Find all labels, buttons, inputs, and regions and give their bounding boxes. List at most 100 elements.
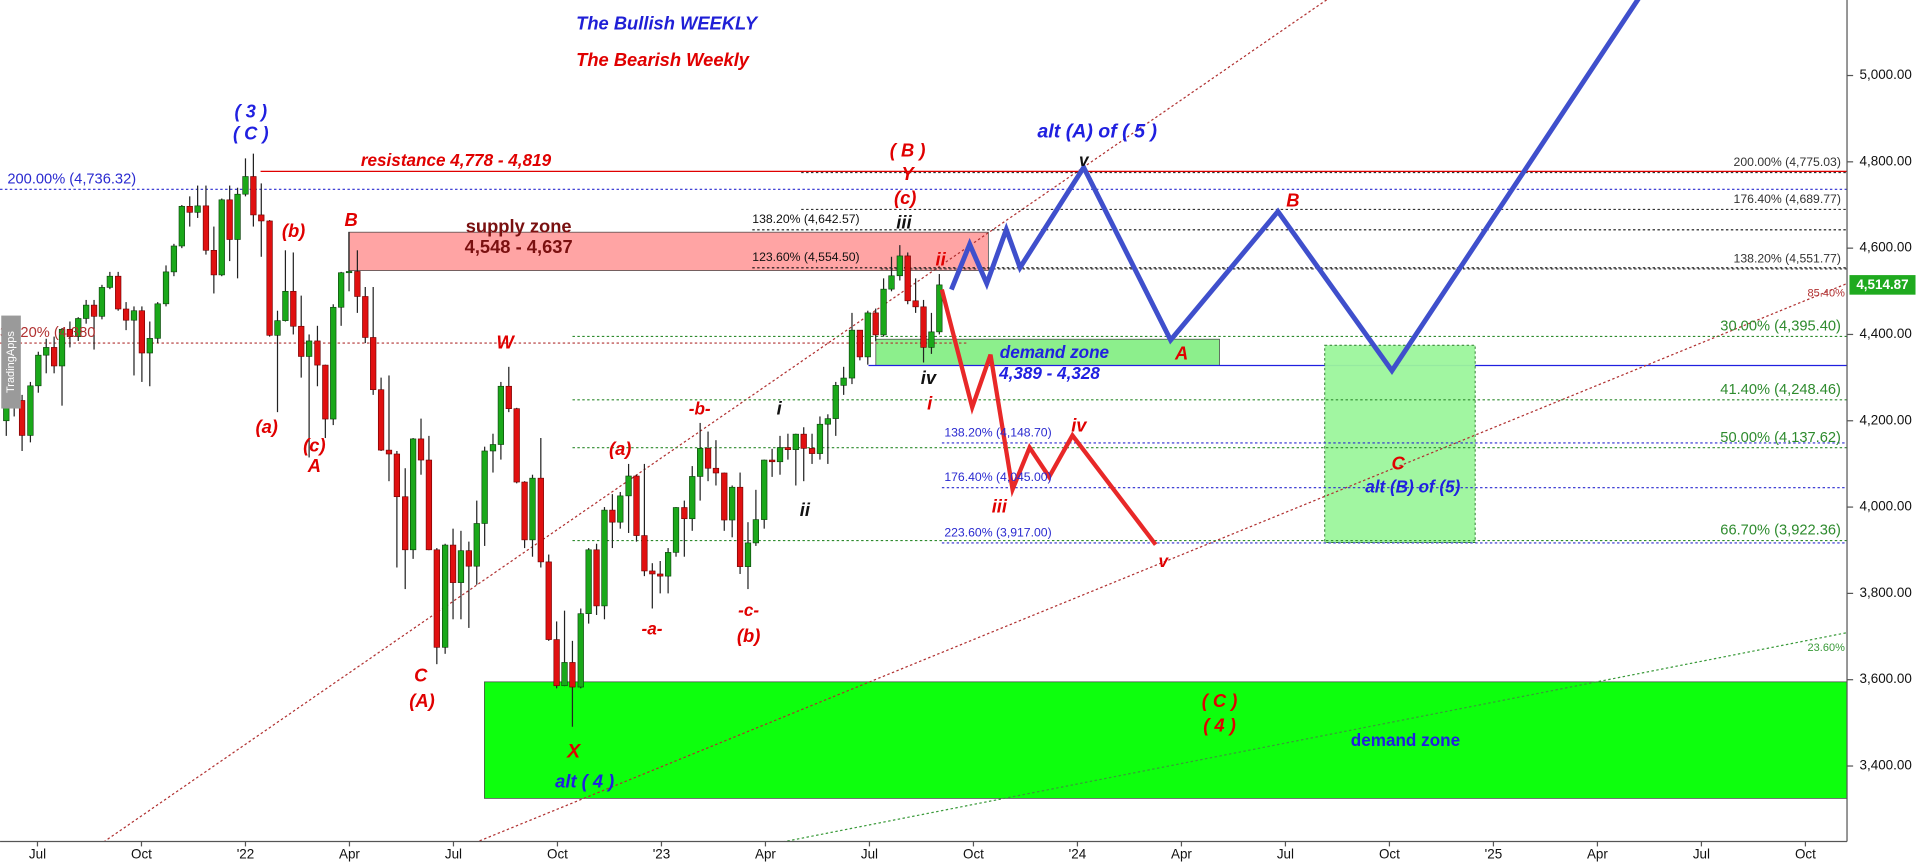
last-price-label: 4,514.87	[1856, 277, 1908, 292]
candle-body	[585, 549, 592, 614]
candle-body	[689, 476, 696, 520]
candle-body	[106, 275, 113, 288]
plot-area	[0, 0, 1848, 842]
candle-body	[290, 290, 297, 327]
candle-body	[553, 639, 560, 687]
level-label: 123.60% (4,554.50)	[752, 250, 859, 264]
candle-body	[569, 662, 576, 688]
level-label: 200.00% (4,775.03)	[1734, 155, 1841, 169]
x-tick-label: Jul	[861, 847, 878, 862]
candle-body	[18, 400, 26, 436]
level-label: 176.40% (4,689.77)	[1734, 192, 1841, 206]
candle-body	[298, 325, 305, 357]
level-label: 66.70% (3,922.36)	[1720, 523, 1841, 539]
candle-body	[776, 447, 784, 463]
candle-body	[417, 438, 425, 461]
candle-body	[856, 329, 864, 358]
x-tick-label: Apr	[1171, 847, 1192, 862]
wave-label: v	[1159, 552, 1170, 571]
wave-label: ( B )	[890, 140, 926, 161]
candle-body	[617, 495, 624, 523]
wave-label: i	[777, 398, 783, 419]
zone	[484, 681, 1848, 799]
candle-body	[354, 271, 361, 297]
wave-label: alt ( 4 )	[555, 771, 614, 792]
level-label: 138.20% (4,148.70)	[944, 425, 1051, 439]
candle-body	[83, 304, 90, 319]
wave-label: (b)	[737, 625, 760, 646]
watermark-box	[1, 315, 21, 409]
candle-body	[561, 662, 568, 687]
candle-body	[330, 306, 337, 420]
candle-body	[744, 542, 752, 567]
candle-body	[712, 467, 720, 474]
candle-body	[305, 340, 313, 357]
x-tick-label: '24	[1069, 847, 1087, 862]
candle-body	[393, 453, 401, 498]
candle-body	[537, 477, 544, 563]
candle-body	[210, 249, 217, 276]
candle-body	[545, 561, 552, 640]
candle-body	[721, 472, 728, 521]
candle-body	[792, 433, 799, 450]
candle-body	[433, 549, 440, 648]
y-tick-label: 3,800.00	[1860, 585, 1912, 600]
projection-path	[949, 0, 1641, 376]
x-tick-label: Jul	[29, 847, 46, 862]
x-tick-label: Jul	[1693, 847, 1710, 862]
candle-body	[465, 550, 472, 567]
candle-body	[27, 385, 34, 436]
candle-body	[226, 199, 233, 240]
wave-label: 85.40%	[1808, 287, 1846, 299]
candle-body	[649, 570, 656, 575]
candle-body	[768, 459, 776, 463]
y-tick-label: 4,800.00	[1860, 153, 1912, 168]
wave-label: (a)	[255, 416, 277, 437]
candle-body	[194, 205, 201, 213]
candle-body	[832, 385, 839, 419]
level-label: resistance 4,778 - 4,819	[361, 151, 552, 170]
candle-body	[442, 544, 449, 648]
level-label: 38.20% (4,380	[0, 325, 95, 341]
chart-title: The Bullish WEEKLY	[576, 12, 759, 33]
candle-body	[625, 475, 632, 497]
watermark: TradingApps	[5, 331, 17, 393]
candle-body	[657, 573, 664, 577]
candle-body	[784, 447, 792, 450]
wave-label: ( 4 )	[1203, 714, 1236, 735]
candle-body	[729, 486, 736, 521]
candle-body	[50, 347, 58, 367]
candle-body	[761, 459, 768, 520]
x-tick-label: Oct	[963, 847, 984, 862]
candle-body	[912, 300, 919, 308]
y-tick-label: 5,000.00	[1860, 67, 1912, 82]
x-tick-label: '25	[1485, 847, 1503, 862]
candle-body	[370, 337, 377, 391]
candle-body	[338, 272, 345, 308]
wave-label: iii	[992, 495, 1008, 516]
candle-body	[146, 338, 153, 354]
wave-label: iv	[921, 367, 938, 388]
candle-body	[936, 284, 943, 333]
candle-body	[848, 329, 856, 379]
candle-body	[3, 407, 10, 422]
x-tick-label: Jul	[1277, 847, 1294, 862]
candle-body	[609, 509, 616, 523]
candle-body	[672, 507, 680, 553]
zone-range-label: 4,548 - 4,637	[465, 236, 573, 257]
zone	[1324, 344, 1476, 543]
x-tick-label: Jul	[445, 847, 462, 862]
candle-body	[888, 275, 895, 290]
candle-body	[186, 205, 193, 213]
candle-body	[266, 220, 273, 336]
candle-body	[601, 509, 608, 607]
wave-label: ( C )	[233, 122, 269, 143]
candle-body	[66, 328, 74, 337]
candle-body	[824, 418, 831, 425]
x-tick-label: '22	[237, 847, 255, 862]
candle-body	[641, 535, 648, 572]
candle-body	[704, 448, 712, 469]
candle-body	[58, 328, 66, 367]
wave-label: v	[1079, 151, 1090, 170]
